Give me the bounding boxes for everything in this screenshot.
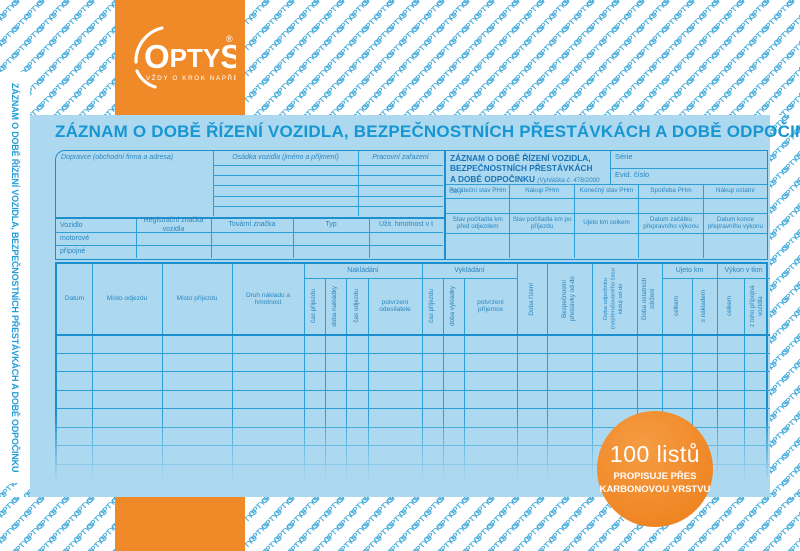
col-output-total: celkem: [726, 296, 734, 316]
odometer-col-1: Stav počítadla km před odjezdem: [446, 214, 510, 234]
col-km-total: celkem: [672, 296, 680, 316]
col-safety-breaks: Bezpečnostní přestávky od-do: [561, 276, 577, 322]
logo-tagline: VŽDY O KROK NAPŘED: [146, 73, 236, 82]
group-unloading: Vykládání: [454, 266, 485, 274]
evidence-cell: Evid. číslo: [611, 169, 767, 184]
odometer-col-5: Datum konce přepravního výkonu: [703, 214, 768, 234]
series-cell: Série: [611, 151, 767, 169]
info-fuel-box: ZÁZNAM O DOBĚ ŘÍZENÍ VOZIDLA, BEZPEČNOST…: [445, 150, 768, 260]
crew-rows: [213, 166, 358, 216]
vehicle-row-trailer: přípojné: [60, 248, 86, 255]
odometer-col-2: Stav počítadla km po příjezdu: [510, 214, 574, 234]
vehicle-table: Vozidlo Registrační značka vozidla Továr…: [55, 217, 445, 260]
odometer-row: Stav počítadla km před odjezdem Stav poč…: [446, 214, 768, 258]
vehicle-header-2: Registrační značka vozidla: [143, 217, 204, 233]
group-output: Výkon v tkm: [724, 266, 763, 274]
optys-pattern-right: OPTYS OPTYS OPTYS OPTYS OPTYS OPTYS OPTYS OPTYS…: [770, 115, 800, 497]
sheet-count-badge: 100 listů PROPISUJE PŘES KARBONOVOU VRST…: [597, 411, 713, 527]
fuel-col-1: Počáteční stav PHm: [446, 184, 510, 199]
col-arrival-time-unloading: čas příjezdu: [428, 289, 436, 323]
col-cargo: Druh nákladu a hmotnost: [245, 291, 291, 306]
info-title-line1: ZÁZNAM O DOBĚ ŘÍZENÍ VOZIDLA,: [450, 153, 591, 163]
fuel-col-4: Spotřeba PHm: [639, 184, 703, 199]
vehicle-header-1: Vozidlo: [60, 222, 83, 229]
carrier-crew-box: Dopravce (obchodní firma a adresa) Osádk…: [55, 150, 445, 218]
job-rows: [358, 166, 443, 216]
col-departure-place: Místo odjezdu: [106, 295, 148, 303]
info-title-line2: BEZPEČNOSTNÍCH PŘESTÁVKÁCH: [450, 163, 593, 174]
col-rest-time: Doba odpočinku (nepřerušovaného času kli…: [603, 268, 625, 330]
badge-line1: PROPISUJE PŘES: [613, 471, 697, 483]
col-departure-time: čas odjezdu: [352, 289, 360, 323]
col-arrival-time-loading: čas příjezdu: [310, 289, 318, 323]
form-title: ZÁZNAM O DOBĚ ŘÍZENÍ VOZIDLA, BEZPEČNOST…: [55, 122, 800, 141]
job-column: Pracovní zařazení: [358, 151, 443, 216]
badge-count: 100 listů: [609, 441, 701, 468]
svg-text:®: ®: [226, 34, 233, 44]
col-sender-confirmation: potvrzení odesílatele: [379, 298, 411, 313]
series-label: Série: [615, 152, 633, 161]
col-receiver-confirmation: potvrzení příjemce: [477, 298, 504, 313]
col-other-delays: Doba ostatních zdržení: [641, 277, 657, 321]
col-loading-time: doba nakládky: [331, 285, 339, 327]
col-km-loaded: s nákladem: [700, 289, 708, 323]
job-label: Pracovní zařazení: [358, 151, 443, 166]
vehicle-row-motor: motorové: [60, 235, 90, 242]
col-output-trailer: z toho přípojná vozidla: [748, 285, 764, 327]
crew-column: Osádka vozidla (jméno a příjmení): [213, 151, 358, 216]
group-loading: Nakládání: [347, 266, 379, 274]
col-driving-time: Doba řízení: [527, 282, 535, 316]
sidebar-vertical-title: ZÁZNAM O DOBĚ ŘÍZENÍ VOZIDLA, BEZPEČNOST…: [10, 82, 20, 473]
fuel-col-3: Konečný stav PHm: [574, 184, 639, 199]
info-title-block: ZÁZNAM O DOBĚ ŘÍZENÍ VOZIDLA, BEZPEČNOST…: [446, 151, 611, 195]
fuel-row: Počáteční stav PHm Nákup PHm Konečný sta…: [446, 184, 768, 214]
optys-logo: OPTYS ® VŽDY O KROK NAPŘED: [134, 25, 236, 89]
brand-band-bottom: [115, 497, 245, 551]
odometer-col-4: Datum začátku přepravního výkonu: [639, 214, 703, 234]
crew-label: Osádka vozidla (jméno a příjmení): [213, 151, 358, 166]
group-km: Ujeto km: [675, 266, 704, 274]
svg-text:OPTYS: OPTYS: [144, 38, 236, 75]
col-date: Datum: [64, 295, 85, 303]
evidence-label: Evid. číslo: [615, 170, 650, 179]
info-title-line3: A DOBĚ ODPOČINKU: [450, 173, 535, 184]
odometer-col-3: Ujeto km celkem: [574, 214, 639, 234]
sidebar-vertical-title-box: ZÁZNAM O DOBĚ ŘÍZENÍ VOZIDLA, BEZPEČNOST…: [0, 72, 30, 483]
decree-note: (Vyhláška č. 478/2000 Sb.): [450, 176, 600, 195]
col-arrival-place: Místo příjezdu: [176, 295, 218, 303]
col-unloading-time: doba vykládky: [449, 286, 457, 326]
vehicle-header-5: Užit. hmotnost v t: [378, 221, 434, 229]
carrier-label: Dopravce (obchodní firma a adresa): [61, 154, 174, 161]
vehicle-header-4: Typ: [325, 221, 337, 229]
fuel-col-2: Nákup PHm: [510, 184, 574, 199]
badge-line2: KARBONOVOU VRSTVU: [599, 484, 711, 495]
brand-band-top: OPTYS ® VŽDY O KROK NAPŘED: [115, 0, 245, 115]
vehicle-header-3: Tovární značka: [228, 221, 276, 229]
fuel-col-5: Nákup ostatní: [703, 184, 768, 199]
